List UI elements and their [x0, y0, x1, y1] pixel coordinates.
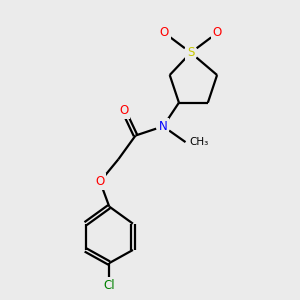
Text: CH₃: CH₃: [190, 137, 209, 147]
Text: N: N: [159, 120, 167, 133]
Text: O: O: [160, 26, 169, 40]
Text: Cl: Cl: [103, 279, 115, 292]
Text: O: O: [119, 104, 128, 117]
Text: O: O: [95, 175, 105, 188]
Text: O: O: [212, 26, 222, 40]
Text: S: S: [187, 46, 194, 59]
